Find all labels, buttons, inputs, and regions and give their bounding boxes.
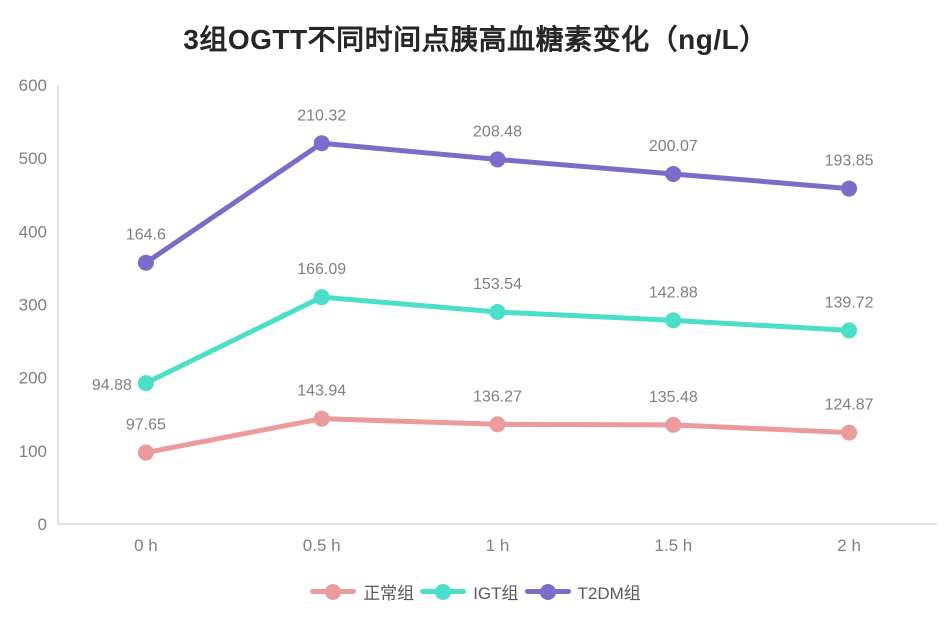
series-marker-1 xyxy=(665,312,682,329)
legend: 正常组 IGT组 T2DM组 xyxy=(0,579,951,604)
legend-item-0: 正常组 xyxy=(310,579,414,604)
series-marker-0 xyxy=(313,410,330,427)
data-label: 210.32 xyxy=(297,107,346,124)
data-label: 193.85 xyxy=(825,153,874,170)
y-tick-label: 200 xyxy=(19,369,47,388)
series-marker-2 xyxy=(841,180,858,197)
y-tick-label: 500 xyxy=(19,149,47,168)
x-tick-label: 1 h xyxy=(486,536,510,555)
data-label: 166.09 xyxy=(297,261,346,278)
data-label: 164.6 xyxy=(126,227,166,244)
data-label: 97.65 xyxy=(126,417,166,434)
y-tick-label: 400 xyxy=(19,222,47,241)
data-label: 208.48 xyxy=(473,123,522,140)
series-marker-0 xyxy=(841,424,858,441)
legend-label: T2DM组 xyxy=(577,584,641,603)
x-tick-label: 1.5 h xyxy=(654,536,692,555)
chart-title: 3组OGTT不同时间点胰高血糖素变化（ng/L） xyxy=(183,24,768,55)
series-marker-0 xyxy=(665,416,682,433)
legend-marker-icon xyxy=(420,583,467,600)
x-tick-label: 0.5 h xyxy=(303,536,341,555)
data-label: 94.88 xyxy=(92,377,132,394)
x-tick-label: 2 h xyxy=(837,536,861,555)
series-marker-2 xyxy=(137,254,154,271)
data-label: 200.07 xyxy=(649,138,698,155)
series-marker-0 xyxy=(489,416,506,433)
series-marker-2 xyxy=(489,151,506,168)
x-tick-label: 0 h xyxy=(134,536,158,555)
y-tick-label: 600 xyxy=(19,76,47,95)
data-label: 143.94 xyxy=(297,383,346,400)
series-marker-1 xyxy=(313,289,330,306)
series-marker-1 xyxy=(137,375,154,392)
y-tick-label: 300 xyxy=(19,296,47,315)
legend-label: 正常组 xyxy=(363,584,415,603)
data-label: 135.48 xyxy=(649,389,698,406)
data-label: 124.87 xyxy=(825,397,874,414)
legend-item-1: IGT组 xyxy=(420,579,519,604)
legend-dot xyxy=(435,583,452,600)
series-marker-2 xyxy=(313,135,330,152)
data-label: 136.27 xyxy=(473,388,522,405)
data-label: 139.72 xyxy=(825,294,874,311)
legend-item-2: T2DM组 xyxy=(524,579,641,604)
legend-dot xyxy=(325,583,342,600)
y-tick-label: 100 xyxy=(19,442,47,461)
legend-marker-icon xyxy=(524,583,571,600)
series-marker-1 xyxy=(841,322,858,339)
data-label: 142.88 xyxy=(649,284,698,301)
y-tick-label: 0 xyxy=(38,515,47,534)
series-marker-1 xyxy=(489,303,506,320)
data-label: 153.54 xyxy=(473,276,522,293)
legend-label: IGT组 xyxy=(473,584,519,603)
series-marker-2 xyxy=(665,165,682,182)
legend-dot xyxy=(539,583,556,600)
legend-marker-icon xyxy=(310,583,357,600)
series-marker-0 xyxy=(137,444,154,461)
